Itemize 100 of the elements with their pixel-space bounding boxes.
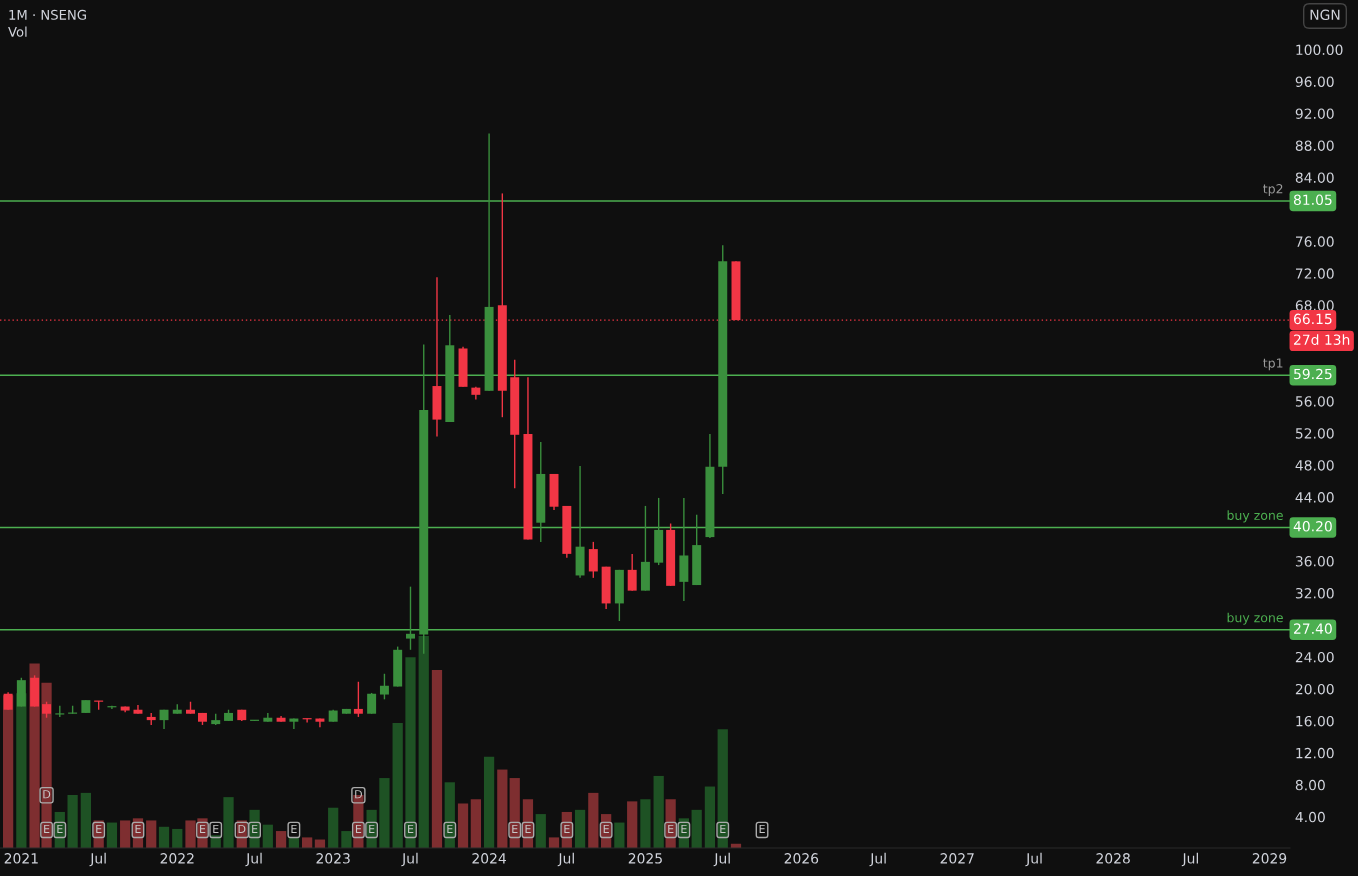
annotation: E [44,824,50,834]
ref-line-label: 59.25 [1294,368,1332,380]
bar [302,837,313,848]
text: 1M · NSENG [9,9,86,20]
bar [379,778,390,848]
x-tick-label: Jul [245,852,262,867]
y-tick-label: 84.00 [1295,172,1334,183]
x-tick-label: Jul [1025,852,1042,867]
x-tick-label: 2024 [472,853,506,864]
x-tick-label: 2028 [1096,853,1130,864]
annotation: E [512,824,518,834]
bar [457,803,469,848]
bar [444,782,455,848]
x-tick-label: Jul [89,852,106,867]
bar [405,657,416,848]
y-tick-label: 96.00 [1295,76,1334,87]
bar [548,837,560,848]
y-tick-label: 100.00 [1296,44,1343,56]
bar [223,797,234,848]
bar [106,822,118,848]
candlestick [627,553,637,592]
bar [80,792,91,848]
bar [146,820,157,848]
bar [262,824,273,848]
annotation: buy zone [1227,612,1283,625]
annotation: E [525,824,531,834]
x-tick-label: 2026 [784,853,819,864]
y-tick-label: 88.00 [1295,140,1334,151]
candlestick [367,692,377,715]
y-tick-label: 72.00 [1296,268,1334,279]
y-tick-label: 52.00 [1295,428,1334,439]
bar [653,775,664,848]
ref-line-label: 66.15 [1293,313,1332,325]
bar [509,778,520,848]
candlestick [353,681,363,718]
bar [328,807,339,848]
x-tick-label: 2023 [316,853,350,864]
annotation: E [96,824,102,834]
x-tick-label: 2029 [1252,853,1287,864]
ref-line-label: 27.40 [1294,623,1332,634]
y-tick-label: 24.00 [1295,651,1334,663]
annotation: E [408,824,414,834]
bar [627,801,638,848]
bar [341,831,352,848]
x-tick-label: Jul [1181,852,1198,867]
annotation: E [759,824,765,834]
annotation: buy zone [1227,510,1283,523]
annotation: E [681,824,687,834]
y-tick-label: 44.00 [1295,492,1334,503]
y-tick-label: 4.00 [1295,811,1325,823]
annotation: E [291,824,297,834]
x-tick-label: 2021 [4,853,38,864]
candlestick [289,717,299,730]
annotation: D [43,790,51,799]
annotation: E [252,824,258,834]
annotation: E [720,824,726,834]
y-tick-label: 56.00 [1295,396,1334,407]
bar [704,786,716,848]
annotation: E [447,824,453,834]
annotation: E [603,824,609,834]
bar [172,828,183,848]
annotation: D [238,824,246,834]
y-tick-label: 76.00 [1296,236,1334,247]
annotation: E [213,824,219,834]
chart-title: Vol [8,26,27,37]
bar [67,795,78,848]
bar [158,826,170,848]
y-tick-label: 12.00 [1296,747,1334,759]
bar [614,822,625,848]
annotation: E [135,824,141,834]
bar [691,809,702,848]
y-tick-label: 48.00 [1295,460,1334,471]
bar [431,669,443,848]
bar [120,820,131,848]
bar [588,792,599,848]
bar [483,756,495,848]
x-tick-label: 2027 [940,853,974,864]
bar [275,831,287,848]
bar [717,729,728,848]
annotation: E [200,824,206,834]
x-tick-label: 2025 [628,853,662,864]
x-tick-label: Jul [869,852,886,867]
annotation: E [369,824,375,834]
y-tick-label: 20.00 [1295,683,1334,695]
annotation: E [564,824,570,834]
y-tick-label: 92.00 [1295,108,1334,119]
x-tick-label: Jul [557,852,574,867]
ref-line-label: 40.20 [1293,521,1332,532]
text: 27d 13h [1294,334,1350,345]
bar [470,799,481,848]
candlestick [379,673,389,701]
bar [497,769,508,848]
annotation: E [355,824,362,834]
y-tick-label: 32.00 [1295,588,1334,599]
bar [574,809,586,848]
bar [392,722,403,848]
bar [640,799,651,848]
ref-line-label: 81.05 [1293,194,1332,206]
x-tick-label: Jul [713,852,730,867]
annotation: tp1 [1263,358,1283,371]
